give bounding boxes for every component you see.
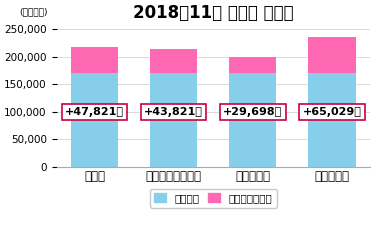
Title: 2018年11月 東京都 正社員: 2018年11月 東京都 正社員 [133, 4, 294, 22]
Bar [308, 73, 356, 167]
Text: +47,821円: +47,821円 [65, 107, 124, 117]
Text: +65,029円: +65,029円 [303, 107, 361, 117]
Text: +43,821円: +43,821円 [144, 107, 203, 117]
Bar [71, 73, 118, 167]
Bar [150, 49, 197, 73]
Bar [229, 73, 276, 167]
Bar [229, 57, 276, 73]
Legend: 最低賃金, 最低賃金との差: 最低賃金, 最低賃金との差 [150, 189, 277, 208]
Bar [71, 47, 118, 73]
Text: (単位：円): (単位：円) [19, 8, 47, 16]
Text: +29,698円: +29,698円 [223, 107, 282, 117]
Bar [150, 73, 197, 167]
Bar [308, 38, 356, 73]
